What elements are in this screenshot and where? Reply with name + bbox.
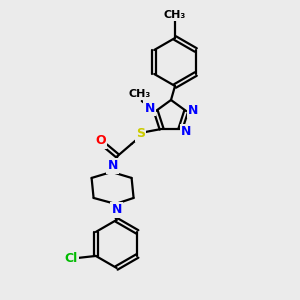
Text: N: N	[145, 102, 155, 115]
Text: N: N	[188, 103, 198, 117]
Text: S: S	[136, 128, 145, 140]
Text: O: O	[95, 134, 106, 147]
Text: N: N	[107, 159, 118, 172]
Text: Cl: Cl	[64, 252, 77, 266]
Text: N: N	[181, 125, 192, 138]
Text: CH₃: CH₃	[129, 89, 151, 99]
Text: CH₃: CH₃	[164, 10, 186, 20]
Text: N: N	[111, 203, 122, 216]
